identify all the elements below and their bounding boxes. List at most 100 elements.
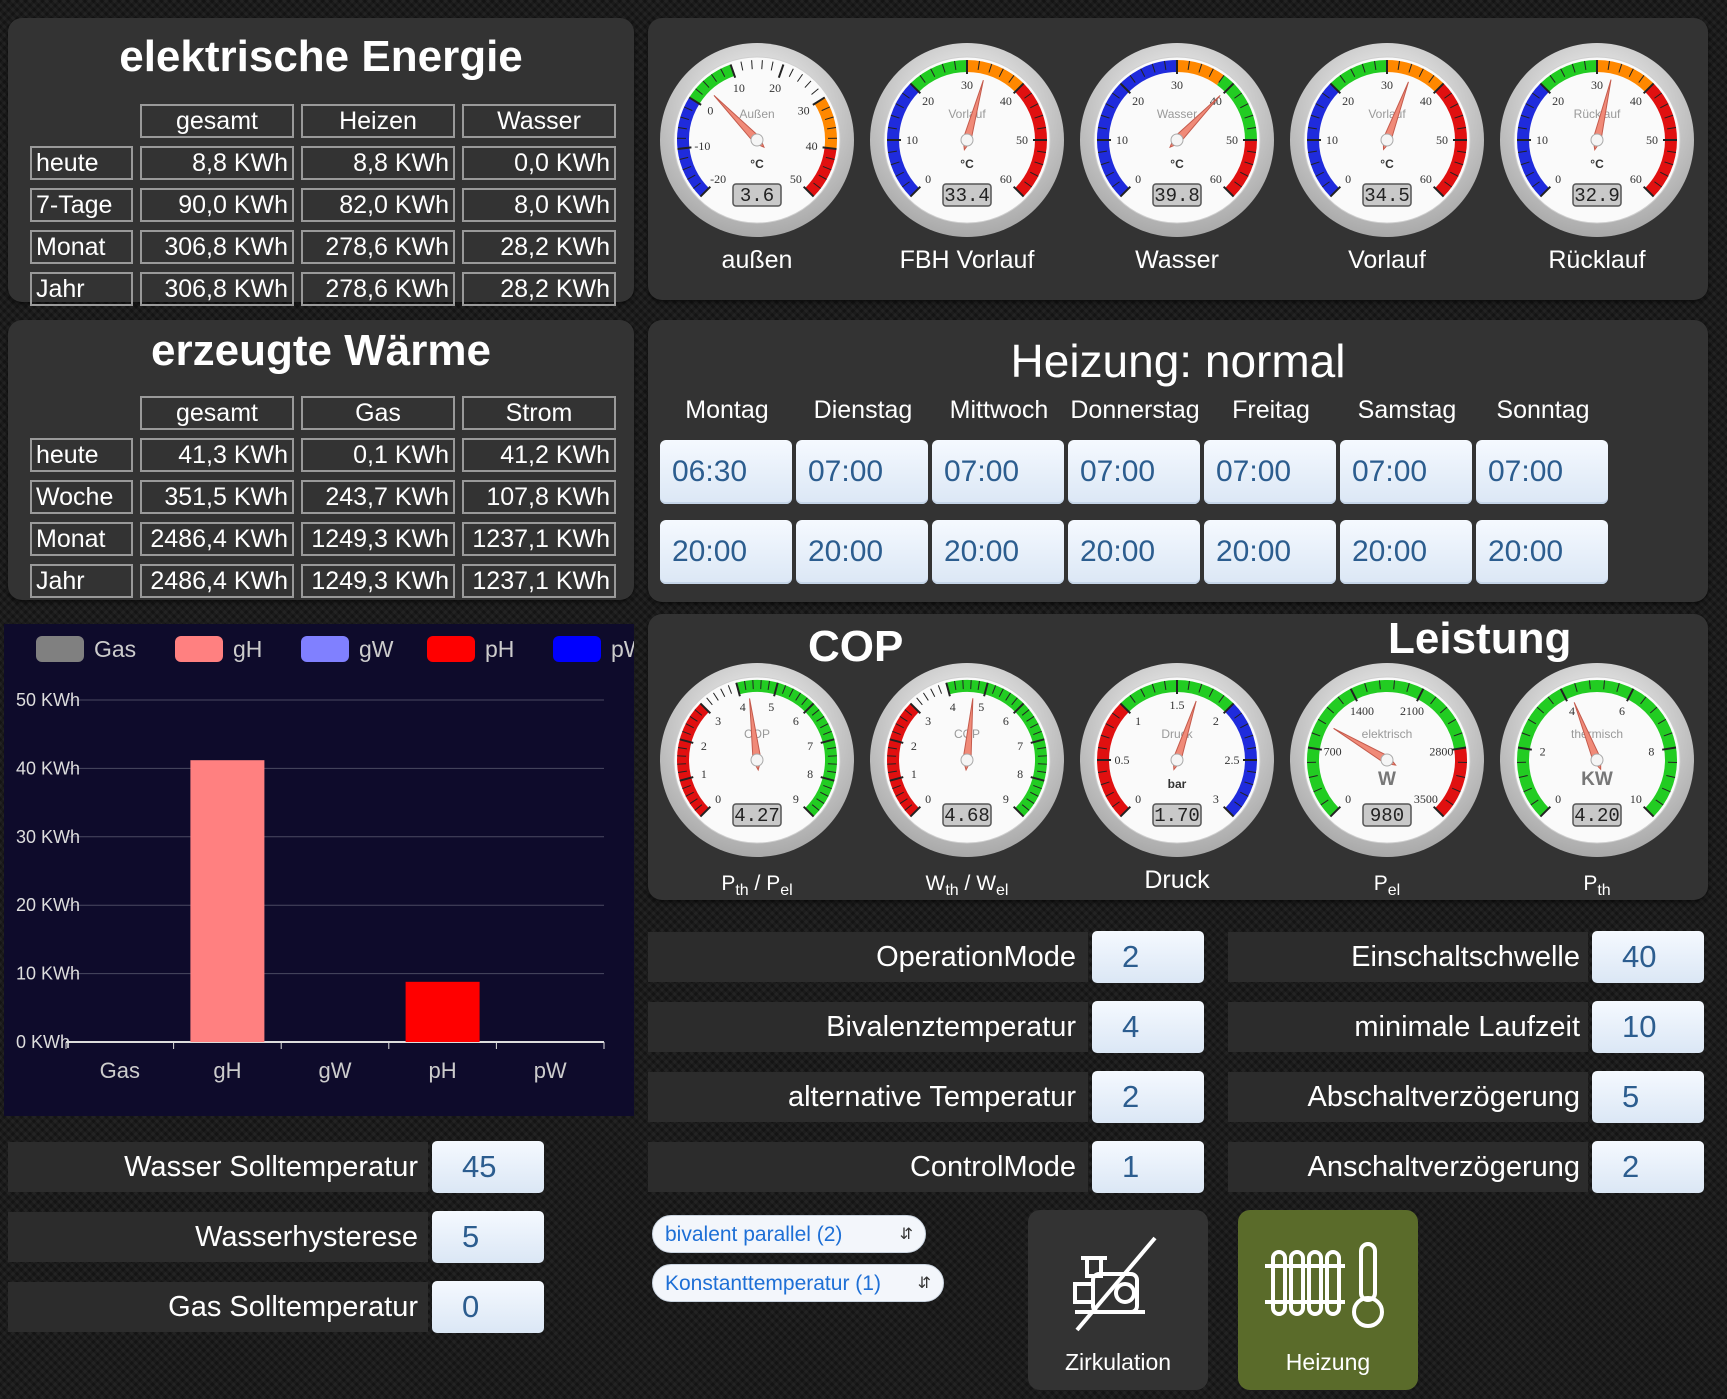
gauge-tick-label: 10 (1116, 133, 1128, 147)
leistung-title: Leistung (1388, 614, 1572, 663)
gauge-tick-label: 50 (1226, 133, 1238, 147)
heating-status-title: Heizung: normal (1010, 335, 1346, 387)
gauge-needle (1333, 727, 1397, 766)
gauge-tick-label: 2 (1213, 714, 1219, 728)
switch-off-delay-input[interactable]: 5 (1592, 1071, 1704, 1123)
table-row: heute 8,8 KWh 8,8 KWh 0,0 KWh (30, 146, 616, 180)
param-row-operation-mode: OperationMode (648, 932, 1088, 982)
gauge-tick-label: 6 (1619, 704, 1625, 718)
gauge-tick-label: 6 (1003, 714, 1009, 728)
legend-swatch (427, 636, 475, 662)
gauge-tick-label: 40 (1420, 94, 1432, 108)
heat-title: erzeugte Wärme (151, 326, 491, 375)
day-label: Freitag (1232, 396, 1310, 424)
start-time-input[interactable]: 06:30 (660, 440, 792, 504)
switch-on-delay-input[interactable]: 2 (1592, 1141, 1704, 1193)
gauge-unit-label: W (1378, 769, 1396, 790)
switch-on-threshold-input[interactable]: 40 (1592, 931, 1704, 983)
row-label: heute (30, 146, 133, 180)
gauge-tick-label: 4 (950, 700, 956, 714)
gauge-tick-label: 0 (1345, 172, 1351, 186)
gauge-tick-label: 3 (715, 714, 721, 728)
circulation-toggle[interactable]: Zirkulation (1028, 1210, 1208, 1390)
legend-label: pH (485, 636, 514, 662)
param-label: Wasser Solltemperatur (124, 1151, 418, 1183)
gauge-label: Wasser (1135, 246, 1219, 274)
start-time-input[interactable]: 07:00 (1204, 440, 1336, 504)
water-hysteresis-input[interactable]: 5 (432, 1211, 544, 1263)
end-time-input[interactable]: 20:00 (660, 520, 792, 584)
gauge-tick-label: 10 (906, 133, 918, 147)
table-cell: 82,0 KWh (301, 188, 455, 222)
gauge-tick-label: 20 (769, 81, 781, 95)
select-value: bivalent parallel (2) (665, 1223, 843, 1246)
energy-title: elektrische Energie (119, 32, 523, 81)
energy-bar-chart: Gas gH gW pH pW 0 KWh 10 KWh 20 KWh 30 KWh 40 KWh… (16, 636, 634, 1083)
y-tick-label: 50 KWh (16, 690, 80, 710)
end-time-input[interactable]: 20:00 (1068, 520, 1200, 584)
column-header: Strom (462, 396, 616, 430)
gauge-tick-label: 20 (922, 94, 934, 108)
param-label: Einschaltschwelle (1351, 941, 1580, 973)
control-mode-select[interactable]: Konstanttemperatur (1) ⇵ (652, 1264, 944, 1302)
param-row-switch-off-delay: Abschaltverzögerung (1228, 1072, 1588, 1122)
param-label: Anschaltverzögerung (1307, 1151, 1580, 1183)
water-setpoint-input[interactable]: 45 (432, 1141, 544, 1193)
gauge-unit-label: °C (1590, 157, 1604, 171)
gas-setpoint-input[interactable]: 0 (432, 1281, 544, 1333)
table-cell: 8,8 KWh (301, 146, 455, 180)
row-label: heute (30, 438, 133, 472)
gauge-tick-label: 9 (1003, 792, 1009, 806)
end-time-input[interactable]: 20:00 (1476, 520, 1608, 584)
column-header: gesamt (140, 396, 294, 430)
y-tick-label: 40 KWh (16, 758, 80, 778)
start-time-input[interactable]: 07:00 (932, 440, 1064, 504)
gauge-value-display: 980 (1370, 805, 1404, 827)
gauge-tick-label: 30 (798, 104, 810, 118)
param-label: Wasserhysterese (195, 1221, 418, 1253)
end-time-input[interactable]: 20:00 (1340, 520, 1472, 584)
start-time-input[interactable]: 07:00 (1340, 440, 1472, 504)
gauge-unit-label: °C (1380, 157, 1394, 171)
gauge-tick-label: 40 (1000, 94, 1012, 108)
end-time-input[interactable]: 20:00 (1204, 520, 1336, 584)
x-tick-label: pH (429, 1058, 457, 1083)
alternative-temperature-input[interactable]: 2 (1092, 1071, 1204, 1123)
table-corner (30, 104, 133, 138)
gauge-unit-label: °C (750, 157, 764, 171)
gauge-tick-label: 10 (1326, 133, 1338, 147)
legend-swatch (553, 636, 601, 662)
gauge-needle (962, 698, 974, 772)
bivalence-temperature-input[interactable]: 4 (1092, 1001, 1204, 1053)
heating-toggle[interactable]: Heizung (1238, 1210, 1418, 1390)
operation-mode-select[interactable]: bivalent parallel (2) ⇵ (652, 1215, 926, 1253)
end-time-input[interactable]: 20:00 (796, 520, 928, 584)
param-row-alternative-temperature: alternative Temperatur (648, 1072, 1088, 1122)
gauge-tick-label: 5 (768, 700, 774, 714)
gauge-value-display: 4.20 (1574, 805, 1620, 827)
gauge-tick-label: 6 (793, 714, 799, 728)
start-time-input[interactable]: 07:00 (796, 440, 928, 504)
param-label: Abschaltverzögerung (1307, 1081, 1580, 1113)
table-row: Monat 2486,4 KWh 1249,3 KWh 1237,1 KWh (30, 522, 616, 556)
energy-table: gesamt Heizen Wasser heute 8,8 KWh 8,8 K… (23, 96, 623, 314)
legend-swatch (301, 636, 349, 662)
table-cell: 28,2 KWh (462, 272, 616, 306)
x-tick-label: gH (213, 1058, 241, 1083)
param-row-minimum-runtime: minimale Laufzeit (1228, 1002, 1588, 1052)
operation-mode-input[interactable]: 2 (1092, 931, 1204, 983)
start-time-input[interactable]: 07:00 (1068, 440, 1200, 504)
electrical-power-gauge: 0 700 1400 2100 2800 3500 elektrisch W 980 (1290, 663, 1484, 857)
end-time-input[interactable]: 20:00 (932, 520, 1064, 584)
gauge-tick-label: 3 (925, 714, 931, 728)
minimum-runtime-input[interactable]: 10 (1592, 1001, 1704, 1053)
gauge-needle (962, 80, 984, 151)
control-mode-input[interactable]: 1 (1092, 1141, 1204, 1193)
gauge-tick-label: 0 (925, 172, 931, 186)
param-label: Bivalenztemperatur (826, 1011, 1076, 1043)
start-time-input[interactable]: 07:00 (1476, 440, 1608, 504)
legend-label: Gas (94, 636, 136, 662)
gauge-tick-label: 0 (1555, 792, 1561, 806)
floor-heating-flow-gauge: 0 10 20 30 40 50 60 Vorlauf °C 33.4 (870, 43, 1064, 237)
